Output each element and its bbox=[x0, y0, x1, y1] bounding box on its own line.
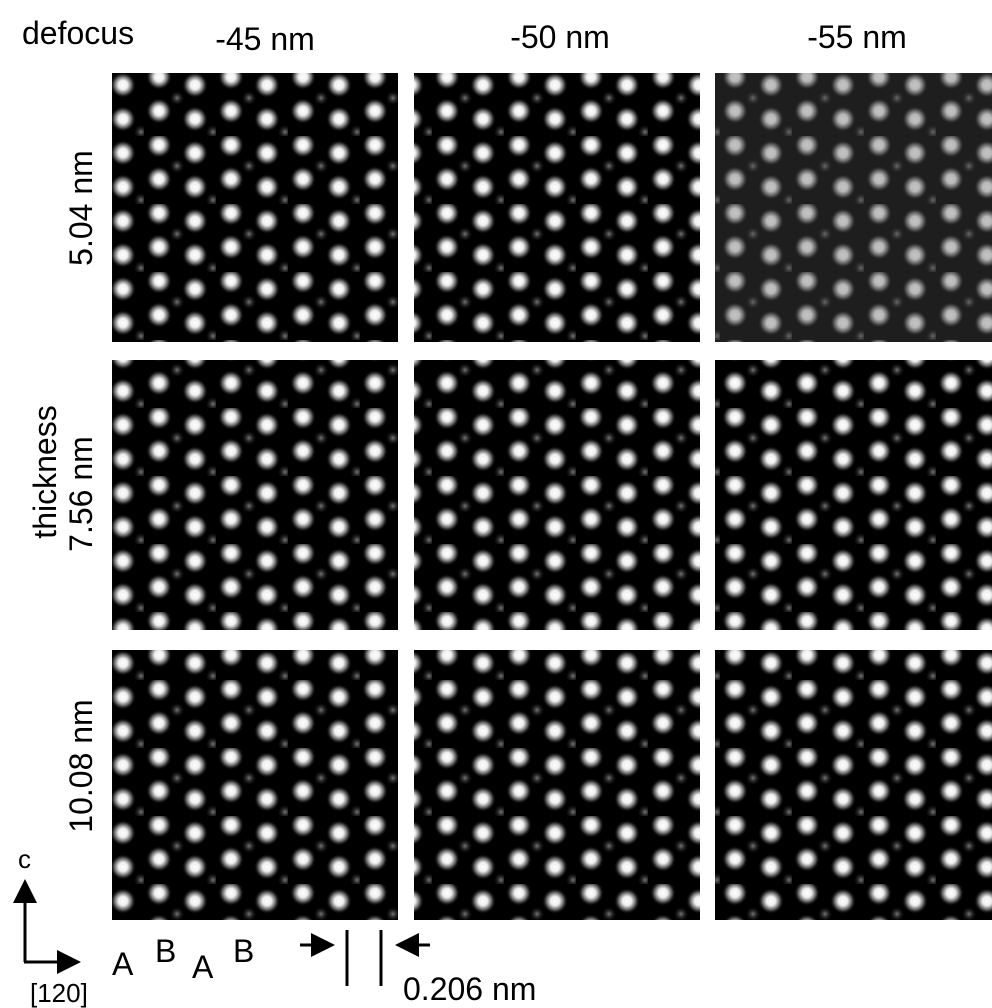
row-label: 10.08 nm bbox=[63, 699, 99, 832]
column-label: -45 nm bbox=[215, 21, 315, 57]
stacking-letter: A bbox=[192, 949, 214, 985]
simulated-image bbox=[715, 73, 992, 342]
column-label: -50 nm bbox=[510, 19, 610, 55]
image-tint bbox=[715, 73, 992, 342]
simulated-image bbox=[414, 73, 700, 342]
simulated-image bbox=[112, 650, 398, 920]
axis-label: [120] bbox=[30, 978, 88, 1008]
stacking-letter: A bbox=[112, 946, 134, 982]
simulated-image bbox=[715, 650, 992, 920]
stacking-letter: B bbox=[233, 933, 254, 969]
scale-label: 0.206 nm bbox=[403, 971, 536, 1007]
column-label: -55 nm bbox=[807, 19, 907, 55]
row-label: 7.56 nm bbox=[63, 436, 99, 552]
axis-label: c bbox=[18, 844, 31, 874]
simulated-image bbox=[414, 360, 700, 630]
simulated-image bbox=[414, 650, 700, 920]
corner-label: defocus bbox=[22, 15, 134, 51]
simulated-image bbox=[112, 73, 398, 342]
simulated-image bbox=[112, 360, 398, 630]
image-grid bbox=[112, 73, 992, 920]
thickness-label: thickness bbox=[27, 405, 63, 538]
stacking-letter: B bbox=[155, 933, 176, 969]
simulated-image bbox=[715, 360, 992, 630]
row-label: 5.04 nm bbox=[63, 150, 99, 266]
